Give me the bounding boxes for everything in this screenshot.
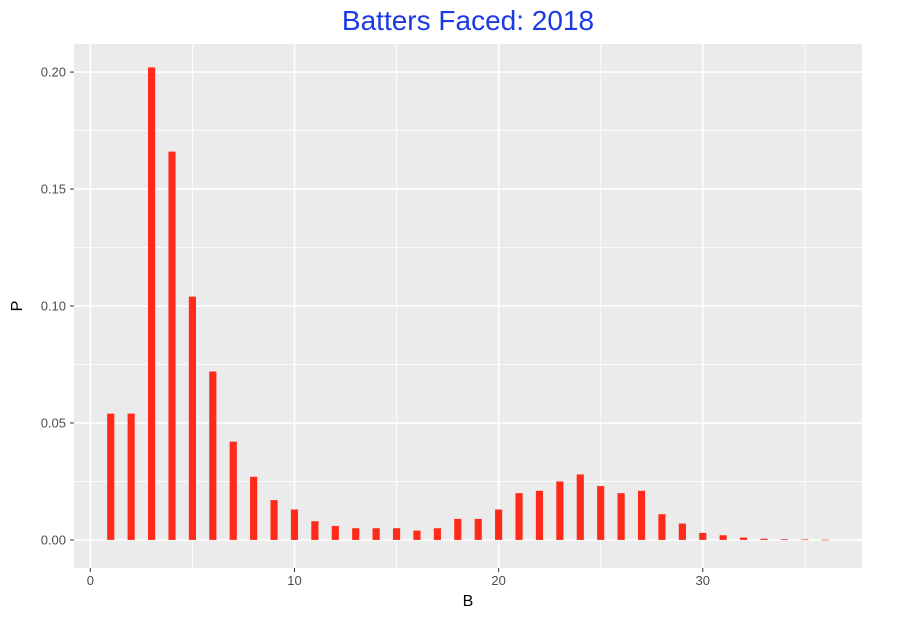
y-tick-label: 0.15 bbox=[41, 182, 66, 197]
bar bbox=[311, 521, 319, 540]
bar bbox=[515, 493, 523, 540]
bar bbox=[699, 532, 707, 540]
bar bbox=[535, 490, 544, 540]
bar bbox=[331, 525, 339, 540]
y-tick-label: 0.20 bbox=[41, 65, 66, 80]
bar bbox=[250, 476, 258, 540]
bar bbox=[107, 413, 115, 540]
y-tick-label: 0.05 bbox=[41, 415, 66, 430]
bar bbox=[495, 509, 503, 540]
bar bbox=[821, 539, 829, 541]
bar bbox=[576, 474, 584, 540]
bar bbox=[658, 514, 666, 540]
bar bbox=[637, 490, 646, 540]
bar bbox=[372, 528, 380, 540]
bar bbox=[454, 518, 462, 540]
y-axis-ticks: 0.00 0.05 0.10 0.15 0.20 bbox=[41, 65, 74, 547]
x-tick-label: 0 bbox=[87, 573, 94, 588]
bar bbox=[678, 523, 686, 540]
chart-title: Batters Faced: 2018 bbox=[342, 5, 594, 36]
bar bbox=[413, 530, 421, 540]
bar bbox=[188, 296, 196, 540]
x-tick-label: 20 bbox=[491, 573, 505, 588]
bar bbox=[433, 528, 441, 540]
bar bbox=[168, 151, 176, 540]
x-tick-label: 10 bbox=[287, 573, 301, 588]
x-tick-label: 30 bbox=[696, 573, 710, 588]
bars bbox=[107, 67, 829, 541]
bar bbox=[474, 518, 482, 540]
bar bbox=[719, 535, 727, 540]
bar bbox=[740, 537, 748, 540]
bar bbox=[352, 528, 360, 540]
bar bbox=[127, 413, 135, 540]
bar bbox=[270, 500, 278, 540]
y-tick-label: 0.10 bbox=[41, 299, 66, 314]
bar bbox=[617, 493, 625, 540]
x-axis-ticks: 0 10 20 30 bbox=[87, 568, 710, 588]
bar bbox=[148, 67, 156, 540]
bar bbox=[209, 371, 217, 540]
bar bbox=[556, 481, 564, 540]
bar bbox=[597, 486, 605, 540]
x-axis-label: B bbox=[463, 593, 474, 610]
bar bbox=[290, 509, 299, 540]
bar bbox=[801, 539, 809, 541]
major-gridlines bbox=[74, 44, 862, 568]
y-axis-label: P bbox=[9, 301, 26, 312]
bar bbox=[392, 528, 401, 540]
bar bbox=[780, 539, 788, 540]
bar bbox=[760, 538, 768, 540]
bar bbox=[229, 441, 237, 540]
y-tick-label: 0.00 bbox=[41, 532, 66, 547]
